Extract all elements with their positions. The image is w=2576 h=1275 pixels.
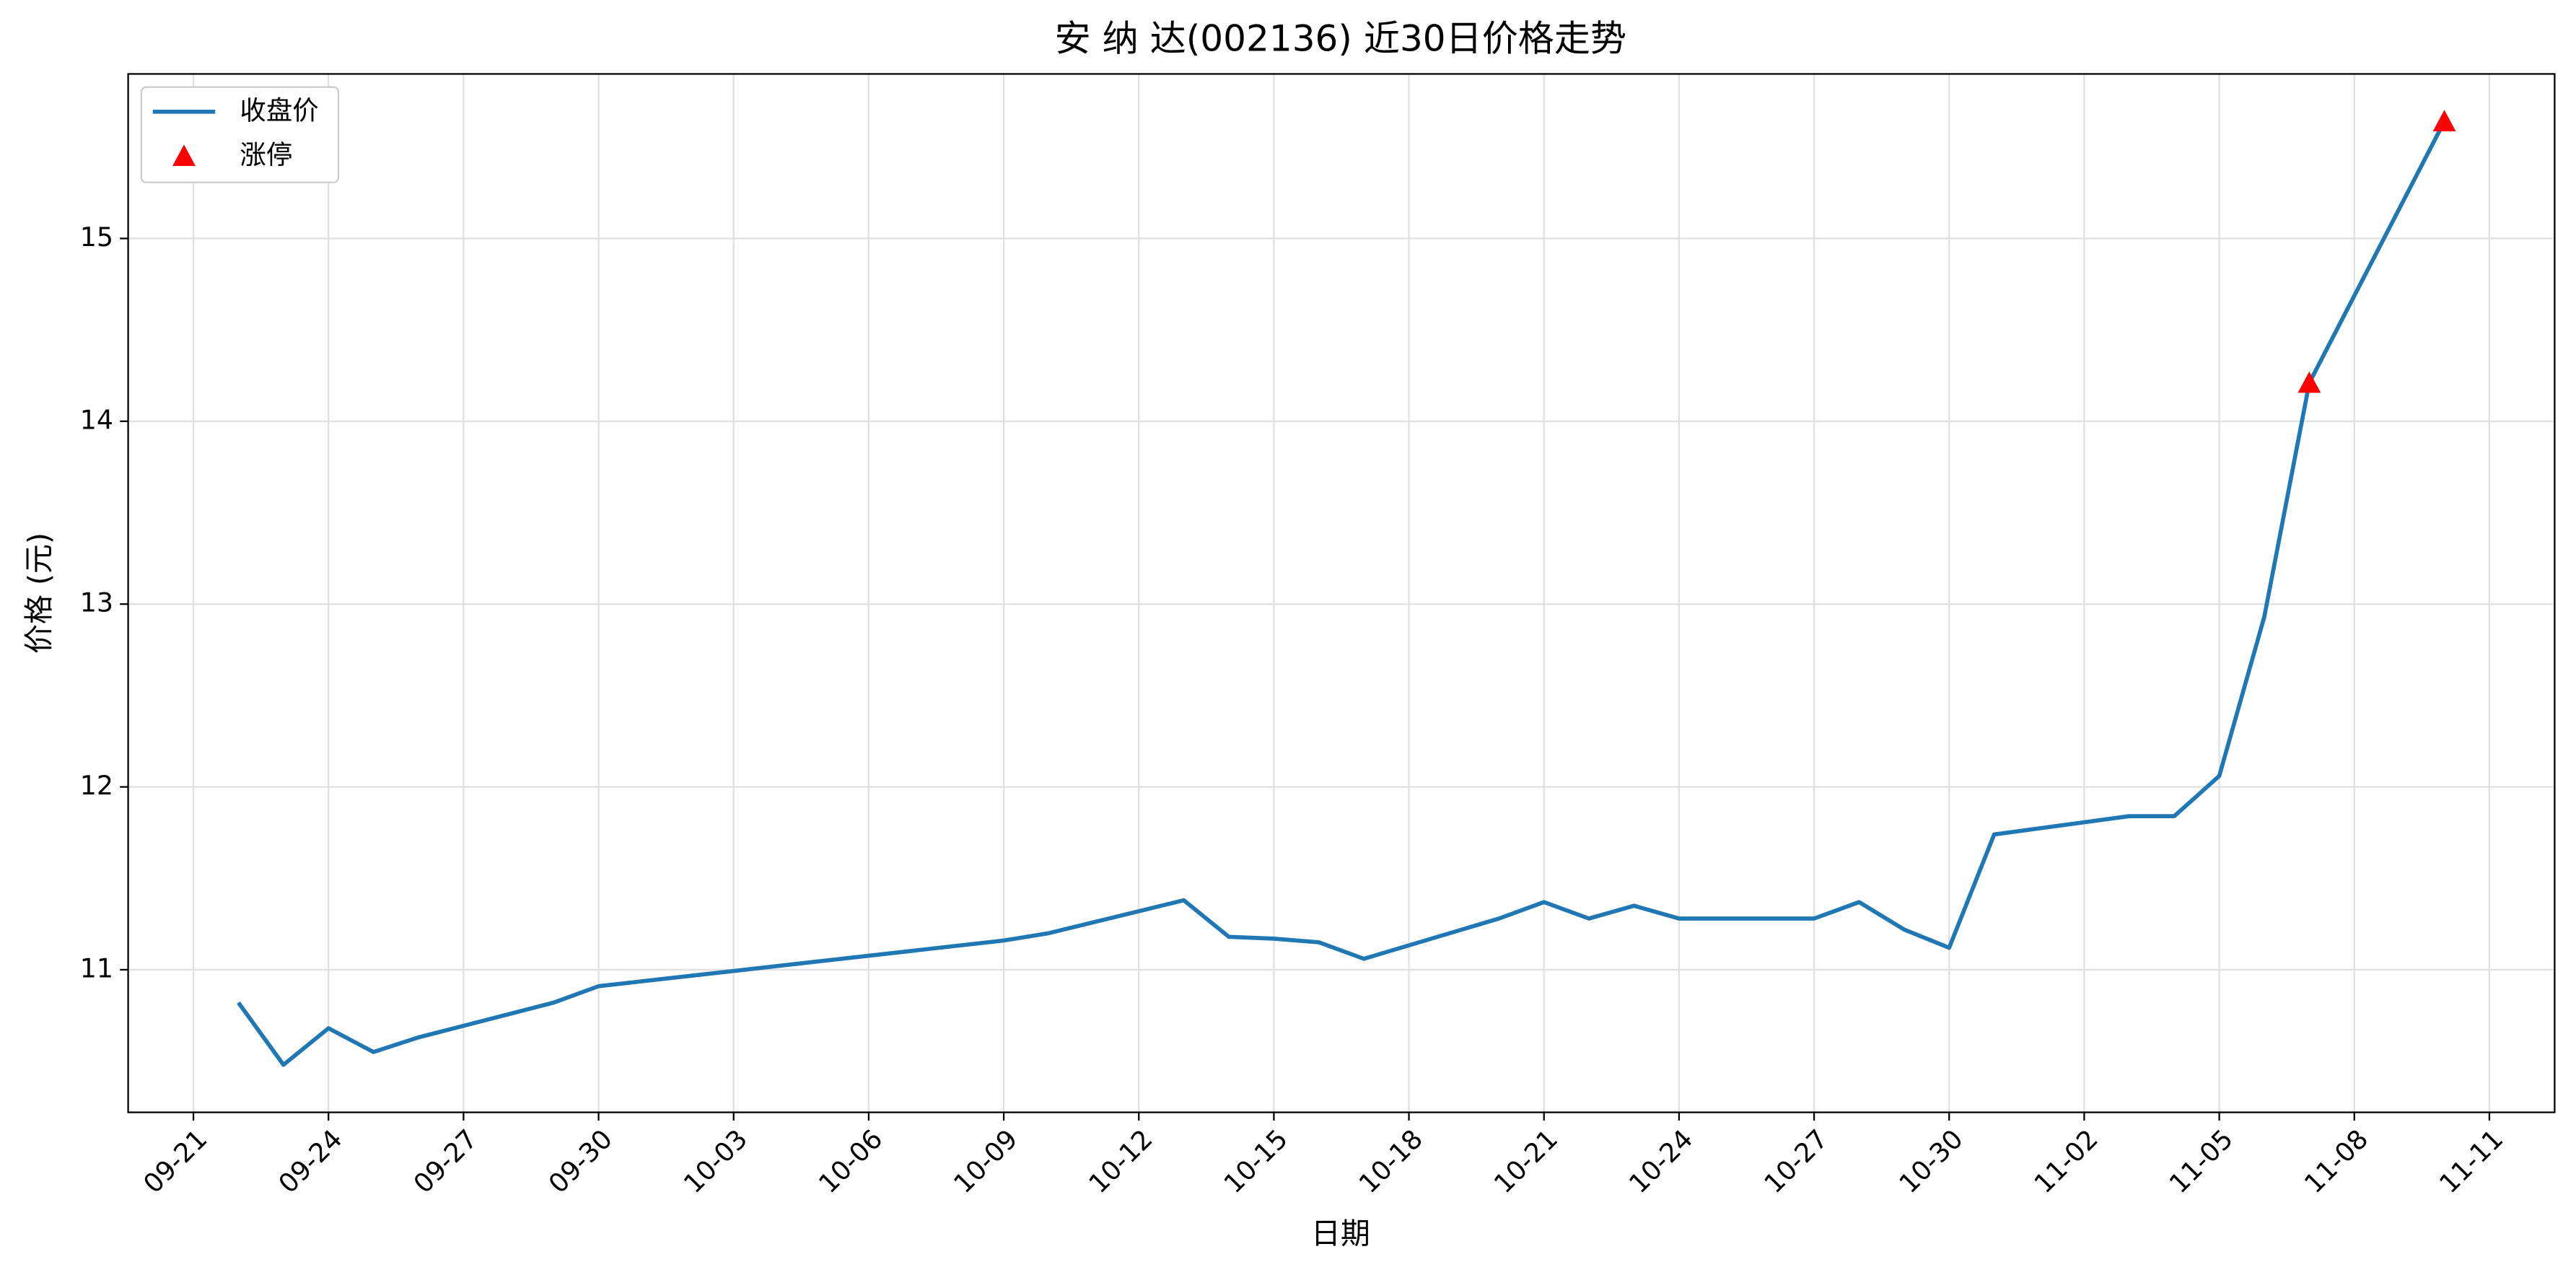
- limit-up-marker: [2297, 371, 2321, 393]
- y-tick-label: 13: [80, 587, 113, 618]
- y-axis-label: 价格 (元): [22, 533, 56, 654]
- legend-marker: [172, 144, 196, 166]
- x-axis-label: 日期: [1311, 1216, 1370, 1250]
- y-tick-label: 12: [80, 770, 113, 801]
- legend-label: 涨停: [240, 139, 292, 170]
- y-tick-label: 15: [80, 222, 113, 253]
- chart-title: 安 纳 达(002136) 近30日价格走势: [1055, 17, 1626, 59]
- y-tick-label: 14: [80, 404, 113, 435]
- price-line: [237, 121, 2447, 1067]
- limit-up-marker: [2432, 110, 2456, 132]
- plot-frame: [127, 73, 2556, 1113]
- y-tick-label: 11: [80, 952, 113, 983]
- legend-label: 收盘价: [240, 95, 318, 126]
